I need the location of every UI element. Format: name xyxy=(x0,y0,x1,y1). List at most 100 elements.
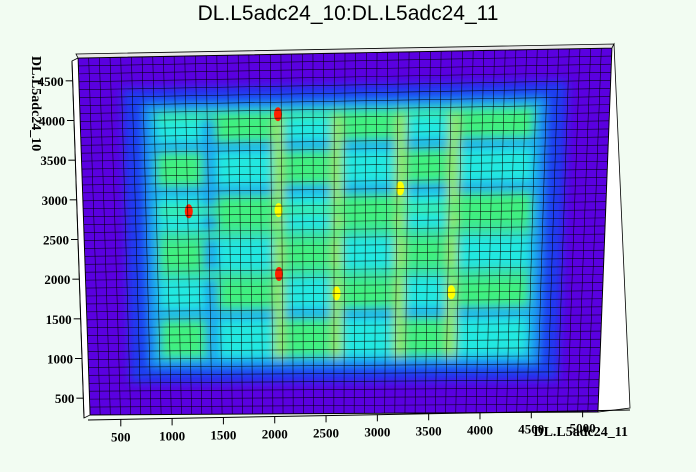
grid-line-x xyxy=(312,53,314,414)
grid-line-x xyxy=(577,48,591,413)
grid-line-x xyxy=(353,52,356,414)
grid-line-y xyxy=(79,104,610,114)
x-axis-line xyxy=(87,409,631,421)
heat-cell xyxy=(284,150,331,186)
x-tick-label: 2500 xyxy=(313,425,339,440)
grid-line-y xyxy=(79,88,611,98)
grid-line-x xyxy=(435,51,442,413)
grid-line-y xyxy=(79,80,611,91)
grid-line-x xyxy=(291,53,294,414)
grid-line-x xyxy=(496,49,506,413)
grid-line-x xyxy=(131,56,142,415)
grid-line-y xyxy=(85,290,603,297)
grid-line-y xyxy=(89,395,599,400)
grid-line-x xyxy=(343,52,346,414)
heat-cell xyxy=(217,318,274,358)
grid-line-y xyxy=(89,403,599,408)
grid-line-x xyxy=(557,48,570,413)
grid-line-y xyxy=(84,233,605,241)
grid-line-y xyxy=(78,55,612,67)
heat-cell xyxy=(342,317,393,357)
grid-line-y xyxy=(81,152,608,162)
grid-line-x xyxy=(280,54,284,414)
grid-line-x xyxy=(109,57,121,415)
y-tick-label: 4000 xyxy=(39,114,65,129)
y-tick-label: 2500 xyxy=(43,233,69,248)
grid-line-y xyxy=(87,346,601,352)
heat-cell xyxy=(160,319,207,359)
grid-line-x xyxy=(216,55,223,415)
grid-line-y xyxy=(80,112,610,122)
heat-cell xyxy=(215,151,273,187)
grid-line-x xyxy=(587,48,602,413)
y-axis-label: DL.L5adc24_10 xyxy=(28,56,43,151)
grid-line-x xyxy=(384,52,389,414)
grid-line-x xyxy=(163,56,172,415)
grid-line-y xyxy=(87,338,601,344)
grid-line-y xyxy=(84,258,604,265)
heat-cell xyxy=(406,148,448,184)
grid-line-x xyxy=(506,49,517,413)
grid-line-x xyxy=(152,56,162,415)
grid-line-x xyxy=(173,56,182,415)
grid-line-y xyxy=(82,193,607,202)
grid-line-x xyxy=(374,52,378,414)
x-tick-label: 1000 xyxy=(159,428,185,443)
grid-line-x xyxy=(184,55,192,415)
grid-line-y xyxy=(80,128,609,138)
heat-cell xyxy=(459,147,533,183)
grid-line-x xyxy=(195,55,203,415)
grid-line-x xyxy=(141,56,152,415)
grid-line-x xyxy=(78,57,91,415)
y-tick-label: 1500 xyxy=(46,312,72,327)
x-tick-label: 500 xyxy=(111,429,131,444)
grid-line-x xyxy=(465,50,474,413)
grid-line-x xyxy=(424,51,431,414)
grid-line-y xyxy=(83,209,606,217)
grid-line-y xyxy=(83,217,606,225)
grid-line-x xyxy=(526,49,538,413)
grid-line-x xyxy=(516,49,527,413)
grid-line-y xyxy=(81,144,609,154)
grid-line-y xyxy=(83,201,607,210)
grid-line-y xyxy=(81,160,608,170)
x-tick-label: 3000 xyxy=(364,424,390,439)
grid-line-y xyxy=(88,363,600,368)
grid-line-y xyxy=(85,274,604,281)
grid-line-x xyxy=(455,50,463,413)
grid-line-y xyxy=(88,371,600,376)
grid-line-y xyxy=(83,225,606,233)
grid-line-x xyxy=(394,51,399,414)
peak-point xyxy=(273,107,282,122)
grid-line-y xyxy=(86,298,603,305)
grid-line-y xyxy=(81,169,608,178)
y-tick-label: 4500 xyxy=(38,74,64,89)
frame-right-rim xyxy=(597,42,631,413)
grid-line-y xyxy=(78,71,612,83)
axes: 500 1000 1500 2000 2500 3000 3500 4000 4500 5000 5… xyxy=(38,60,631,444)
peak-point xyxy=(274,203,283,218)
grid-line-x xyxy=(259,54,264,414)
x-axis-label: DL.L5adc24_11 xyxy=(533,425,628,440)
grid-line-x xyxy=(546,48,559,413)
grid-line-x xyxy=(227,55,233,415)
grid-line-x xyxy=(475,50,485,413)
grid-line-x xyxy=(404,51,410,414)
grid-line-x xyxy=(364,52,367,414)
y-tick-label: 500 xyxy=(55,391,75,406)
heat-cell xyxy=(285,318,331,358)
grid-line-x xyxy=(536,49,549,413)
y-tick-label: 3500 xyxy=(40,153,66,168)
grid-line-y xyxy=(86,306,603,313)
peak-point xyxy=(184,204,193,219)
heat-cell xyxy=(156,152,204,188)
grid-line-x xyxy=(99,57,111,415)
chart-title: DL.L5adc24_10:DL.L5adc24_11 xyxy=(197,2,499,25)
grid-line-x xyxy=(567,48,581,413)
grid-line-y xyxy=(84,241,605,249)
grid-line-x xyxy=(237,54,243,415)
grid-line-y xyxy=(82,177,608,186)
grid-line-y xyxy=(85,266,604,273)
grid-line-y xyxy=(80,120,610,130)
grid-line-x xyxy=(269,54,274,414)
